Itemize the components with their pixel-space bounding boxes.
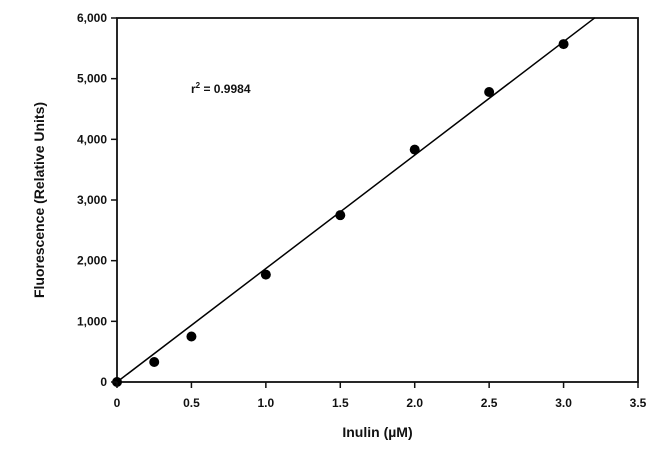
- plot-frame: [116, 17, 639, 383]
- x-axis-title: Inulin (µM): [342, 424, 412, 440]
- r-label: r: [191, 82, 196, 96]
- y-tick-label: 4,000: [77, 132, 107, 146]
- x-tick-label: 0.5: [183, 396, 200, 410]
- fit-line-layer: [116, 17, 596, 383]
- y-tick-label: 2,000: [77, 254, 107, 268]
- x-tick-label: 0: [114, 396, 121, 410]
- y-tick-label: 3,000: [77, 193, 107, 207]
- x-tick-label: 2.5: [481, 396, 498, 410]
- data-point: [260, 269, 271, 280]
- r-squared-annotation: r2 = 0.9984: [191, 81, 251, 96]
- data-points-layer: [112, 39, 569, 387]
- regression-line: [116, 17, 596, 383]
- data-point: [558, 39, 569, 50]
- y-tick-label: 5,000: [77, 72, 107, 86]
- x-tick-label: 1.5: [332, 396, 349, 410]
- data-point: [409, 144, 420, 155]
- y-axis-ticks: 0 1,000 2,000 3,000 4,000 5,000 6,000: [77, 11, 117, 389]
- x-tick-label: 3.5: [630, 396, 647, 410]
- y-tick-label: 6,000: [77, 11, 107, 25]
- x-tick-label: 3.0: [555, 396, 572, 410]
- y-tick-label: 0: [100, 375, 107, 389]
- x-tick-label: 1.0: [258, 396, 275, 410]
- y-axis-title: Fluorescence (Relative Units): [31, 102, 47, 298]
- data-point: [149, 356, 160, 367]
- x-tick-label: 2.0: [406, 396, 423, 410]
- data-point: [335, 210, 346, 221]
- y-tick-label: 1,000: [77, 314, 107, 328]
- data-point: [484, 87, 495, 98]
- r-squared-value: = 0.9984: [200, 82, 251, 96]
- x-axis-ticks: 0 0.5 1.0 1.5 2.0 2.5 3.0 3.5: [114, 382, 647, 410]
- data-point: [186, 331, 197, 342]
- r-superscript: 2: [196, 81, 201, 90]
